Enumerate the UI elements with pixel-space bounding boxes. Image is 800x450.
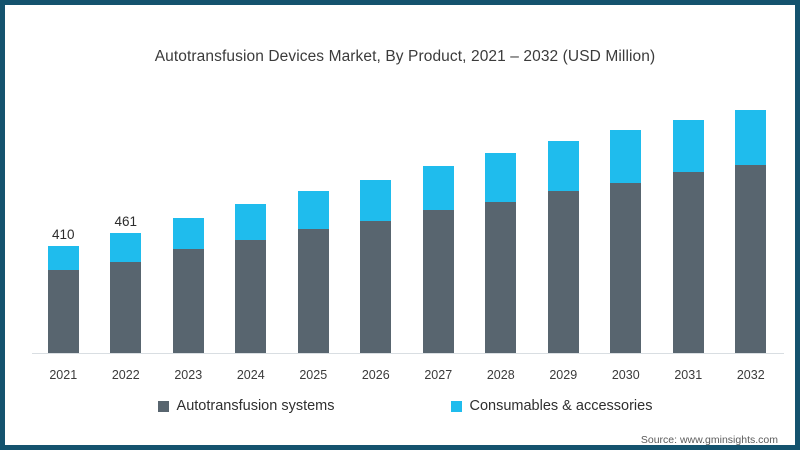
x-tick-2021: 2021 — [49, 368, 78, 382]
bar-segment-systems[interactable] — [547, 191, 579, 353]
x-tick-2026: 2026 — [361, 368, 390, 382]
bar-segment-consumables[interactable] — [735, 110, 767, 166]
legend-item-consumables-accessories[interactable]: Consumables & accessories — [450, 398, 653, 414]
bar-column-2032[interactable] — [735, 110, 767, 353]
bar-stack — [110, 232, 142, 353]
bar-segment-systems[interactable] — [172, 249, 204, 353]
bar-segment-systems[interactable] — [297, 229, 329, 353]
bar-stack — [172, 218, 204, 353]
x-tick-2029: 2029 — [549, 368, 578, 382]
legend-item-autotransfusion-systems[interactable]: Autotransfusion systems — [157, 398, 335, 414]
bar-segment-consumables[interactable] — [610, 130, 642, 184]
bar-stack — [547, 141, 579, 353]
legend-swatch-icon — [157, 400, 169, 412]
bar-stack — [235, 204, 267, 353]
bar-column-2028[interactable] — [485, 153, 517, 353]
bar-segment-consumables[interactable] — [172, 218, 204, 250]
bar-segment-consumables[interactable] — [110, 232, 142, 263]
bar-column-2025[interactable] — [297, 191, 329, 353]
bar-column-2030[interactable] — [610, 130, 642, 353]
bar-value-label-2022: 461 — [114, 213, 138, 229]
bar-segment-consumables[interactable] — [47, 246, 79, 271]
bar-segment-consumables[interactable] — [360, 180, 392, 222]
bar-segment-consumables[interactable] — [422, 165, 454, 211]
bar-segment-consumables[interactable] — [547, 141, 579, 192]
bar-stack — [485, 153, 517, 353]
bar-stack — [610, 130, 642, 353]
x-axis-tick-labels: 2021 2022 2023 2024 2025 2026 2027 2028 2029 2030… — [32, 362, 782, 386]
page-title: Autotransfusion Devices Market, By Produ… — [154, 48, 656, 65]
bar-stack — [672, 120, 704, 353]
bar-segment-systems[interactable] — [485, 202, 517, 353]
bar-column-2029[interactable] — [547, 141, 579, 353]
source-attribution: Source: www.gminsights.com — [640, 434, 778, 446]
x-tick-2027: 2027 — [424, 368, 453, 382]
x-tick-2024: 2024 — [236, 368, 265, 382]
chart-legend: Autotransfusion systems Consumables & ac… — [10, 398, 795, 414]
bar-column-2027[interactable] — [422, 165, 454, 353]
x-tick-2030: 2030 — [611, 368, 640, 382]
bar-segment-systems[interactable] — [360, 221, 392, 353]
legend-swatch-icon — [450, 400, 462, 412]
bar-segment-consumables[interactable] — [235, 204, 267, 241]
bar-value-label-2021: 410 — [51, 227, 75, 243]
bar-column-2023[interactable] — [172, 218, 204, 353]
bar-column-2031[interactable] — [672, 120, 704, 353]
bar-column-2022[interactable]: 461 — [110, 214, 142, 353]
bar-segment-systems[interactable] — [47, 270, 79, 353]
bar-segment-systems[interactable] — [110, 262, 142, 353]
chart-canvas: Autotransfusion Devices Market, By Produ… — [10, 10, 795, 446]
legend-item-label: Autotransfusion systems — [176, 398, 335, 414]
bar-column-2021[interactable]: 410 — [47, 227, 79, 353]
bar-segment-systems[interactable] — [735, 165, 767, 353]
bar-stack — [47, 246, 79, 353]
x-tick-2031: 2031 — [674, 368, 703, 382]
x-tick-2032: 2032 — [736, 368, 765, 382]
bar-segment-systems[interactable] — [422, 210, 454, 353]
x-axis-line — [32, 353, 784, 354]
bar-stack — [297, 191, 329, 353]
x-tick-2028: 2028 — [486, 368, 515, 382]
bar-segment-consumables[interactable] — [485, 153, 517, 203]
x-tick-2023: 2023 — [174, 368, 203, 382]
x-tick-2025: 2025 — [299, 368, 328, 382]
plot-area: 410 461 — [32, 95, 782, 353]
bar-column-2024[interactable] — [235, 204, 267, 353]
bar-segment-systems[interactable] — [672, 172, 704, 353]
legend-item-label: Consumables & accessories — [469, 398, 653, 414]
bar-segment-consumables[interactable] — [672, 120, 704, 173]
bar-stack — [360, 180, 392, 353]
bar-segment-consumables[interactable] — [297, 191, 329, 230]
bar-segment-systems[interactable] — [610, 183, 642, 353]
bar-stack — [422, 165, 454, 353]
x-tick-2022: 2022 — [111, 368, 140, 382]
bar-segment-systems[interactable] — [235, 240, 267, 353]
bar-column-2026[interactable] — [360, 180, 392, 353]
bar-stack — [735, 110, 767, 353]
